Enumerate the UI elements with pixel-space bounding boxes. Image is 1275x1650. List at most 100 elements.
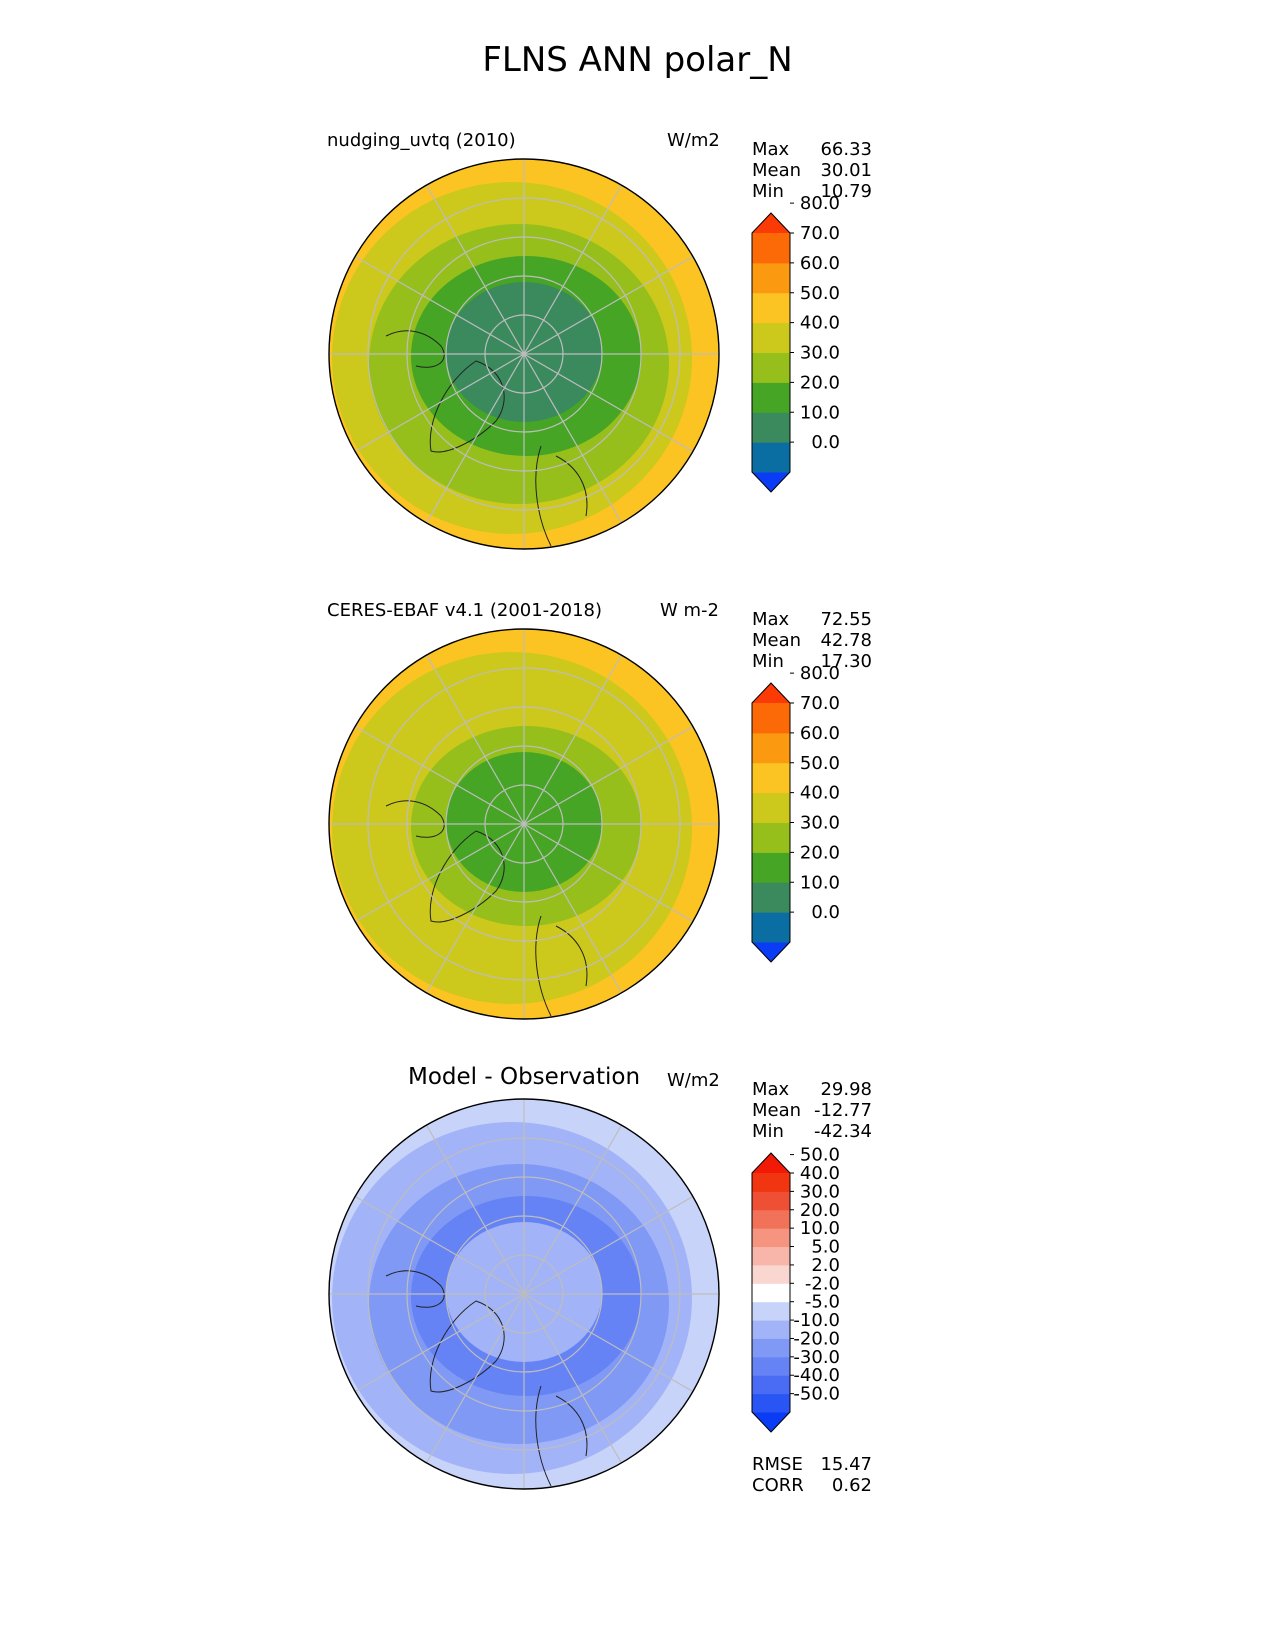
colorbar-segment [752, 1228, 790, 1248]
panel-3-polar-map [328, 1098, 720, 1490]
colorbar-tick-label: -40.0 [793, 1365, 840, 1386]
meridian-line [425, 823, 525, 994]
colorbar-tick-label: 10.0 [800, 402, 840, 423]
colorbar-tick-label: 80.0 [800, 193, 840, 214]
meridian-line [354, 823, 525, 923]
panel-1-colorbar: 0.0 10.0 20.0 30.0 40.0 50.0 60.0 70.0 80.0 [751, 193, 840, 493]
panel-3-mean-value: -12.77 [813, 1100, 872, 1121]
colorbar-segment [752, 1191, 790, 1211]
map-boundary [328, 628, 720, 1020]
colorbar-extend-max [752, 683, 790, 703]
colorbar-segment [752, 1283, 790, 1303]
panel-3-mean-label: Mean [752, 1100, 802, 1121]
colorbar-segment [752, 292, 790, 324]
panel-1-min-value: 10.79 [820, 181, 872, 202]
panel-1-polar-map [328, 158, 720, 550]
colorbar-tick-label: 20.0 [800, 372, 840, 393]
meridian-line [523, 255, 694, 355]
panel-2-min-value: 17.30 [820, 651, 872, 672]
colorbar-segment [752, 233, 790, 264]
panel-3-rmse-value: 15.47 [820, 1454, 872, 1475]
colorbar-extend-max [752, 1153, 790, 1173]
colorbar-segment [752, 852, 790, 883]
archipelago-outline [385, 1270, 445, 1308]
colorbar-segment [752, 1356, 790, 1376]
colorbar-tick-label: 20.0 [800, 1200, 840, 1221]
colorbar-tick-label: -20.0 [793, 1328, 840, 1349]
colorbar-segment [752, 412, 790, 443]
panel-2-max-value: 72.55 [820, 609, 872, 630]
colorbar-segment [752, 762, 790, 794]
colorbar-segment [752, 703, 790, 734]
panel-1-min-label: Min [752, 181, 784, 202]
colorbar-extend-min [752, 1412, 790, 1432]
colorbar-outline [751, 1152, 791, 1433]
colorbar-tick-label: 30.0 [800, 1181, 840, 1202]
map-boundary [328, 158, 720, 550]
meridian-line [354, 725, 525, 825]
colorbar-tick-label: -30.0 [793, 1347, 840, 1368]
map-field [329, 629, 719, 1019]
colorbar-tick-label: 50.0 [800, 753, 840, 774]
main-title: FLNS ANN polar_N [482, 40, 793, 80]
colorbar-extend-max [752, 213, 790, 233]
panel-1-mean-value: 30.01 [820, 160, 872, 181]
colorbar-extend-min [752, 942, 790, 962]
colorbar-segment [752, 912, 790, 943]
colorbar-segment [752, 352, 790, 383]
colorbar-segment [752, 262, 790, 294]
colorbar-tick-label: -5.0 [805, 1292, 840, 1313]
panel-1-max-value: 66.33 [820, 139, 872, 160]
panel-3-max-value: 29.98 [820, 1079, 872, 1100]
colorbar-segment [752, 1246, 790, 1266]
panel-1-units: W/m2 [667, 130, 720, 151]
colorbar-segment [752, 882, 790, 913]
panel-3-max-label: Max [752, 1079, 790, 1100]
colorbar-tick-label: 70.0 [800, 693, 840, 714]
colorbar-segment [752, 442, 790, 473]
panel-2-min-label: Min [752, 651, 784, 672]
panel-1-max-label: Max [752, 139, 790, 160]
panel-3-units: W/m2 [667, 1070, 720, 1091]
colorbar-segment [752, 822, 790, 853]
meridian-line [425, 654, 525, 825]
colorbar-segment [752, 1209, 790, 1229]
panel-1-title: nudging_uvtq (2010) [327, 130, 516, 151]
meridian-line [523, 353, 623, 524]
panel-2-colorbar: 0.0 10.0 20.0 30.0 40.0 50.0 60.0 70.0 80.0 [751, 663, 840, 963]
colorbar-tick-label: 70.0 [800, 223, 840, 244]
colorbar-segment [752, 1338, 790, 1358]
map-field [329, 159, 719, 549]
panel-1-mean-label: Mean [752, 160, 802, 181]
meridian-line [523, 1293, 623, 1464]
colorbar-tick-label: 50.0 [800, 283, 840, 304]
panel-3-min-value: -42.34 [813, 1121, 872, 1142]
panel-2-mean-label: Mean [752, 630, 802, 651]
colorbar-segment [752, 1301, 790, 1321]
panel-3-colorbar: -50.0-40.0-30.0-20.0-10.0-5.0-2.02.05.01… [751, 1145, 840, 1433]
meridian-line [523, 353, 694, 453]
meridian-line [523, 1293, 694, 1393]
meridian-line [523, 184, 623, 355]
meridian-line [354, 1293, 525, 1393]
colorbar-segment [752, 1375, 790, 1395]
colorbar-tick-label: 2.0 [811, 1255, 840, 1276]
meridian-line [425, 184, 525, 355]
colorbar-segment [752, 1320, 790, 1339]
archipelago-outline [385, 800, 445, 838]
panel-3-corr-value: 0.62 [831, 1475, 872, 1496]
colorbar-tick-label: 10.0 [800, 872, 840, 893]
colorbar-tick-label: 5.0 [811, 1237, 840, 1258]
meridian-line [523, 725, 694, 825]
colorbar-tick-label: 50.0 [800, 1145, 840, 1166]
panel-2-max-label: Max [752, 609, 790, 630]
colorbar-tick-label: -10.0 [793, 1310, 840, 1331]
meridian-line [425, 1124, 525, 1295]
scandinavia-outline [535, 1385, 588, 1487]
colorbar-tick-label: 0.0 [811, 432, 840, 453]
colorbar-tick-label: 40.0 [800, 1163, 840, 1184]
colorbar-tick-label: 30.0 [800, 343, 840, 364]
archipelago-outline [385, 330, 445, 368]
meridian-line [354, 353, 525, 453]
colorbar-segment [752, 1393, 790, 1413]
